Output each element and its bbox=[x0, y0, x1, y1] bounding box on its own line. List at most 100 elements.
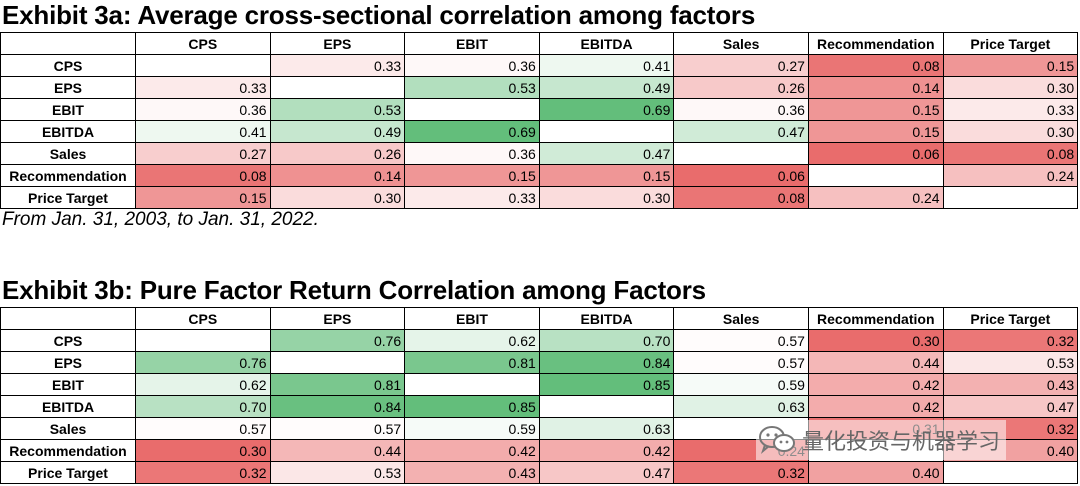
correlation-cell: 0.24 bbox=[942, 164, 1079, 187]
diagonal-cell bbox=[538, 395, 675, 418]
correlation-cell: 0.81 bbox=[404, 351, 540, 374]
correlation-cell: 0.08 bbox=[807, 54, 944, 77]
correlation-cell: 0.62 bbox=[404, 329, 540, 352]
correlation-cell: 0.08 bbox=[135, 164, 271, 187]
watermark-text: 量化投资与机器学习 bbox=[802, 430, 1001, 455]
correlation-cell: 0.70 bbox=[135, 395, 271, 418]
correlation-cell: 0.27 bbox=[135, 142, 271, 165]
correlation-cell: 0.30 bbox=[135, 439, 271, 462]
correlation-cell: 0.63 bbox=[673, 395, 809, 418]
corner-cell bbox=[0, 32, 136, 55]
correlation-cell: 0.26 bbox=[269, 142, 406, 165]
correlation-cell: 0.85 bbox=[538, 373, 675, 396]
correlation-cell: 0.63 bbox=[538, 417, 675, 440]
column-header: Sales bbox=[673, 307, 809, 330]
correlation-cell: 0.53 bbox=[269, 461, 406, 484]
correlation-cell: 0.32 bbox=[135, 461, 271, 484]
correlation-cell: 0.70 bbox=[538, 329, 675, 352]
correlation-cell: 0.32 bbox=[942, 329, 1079, 352]
correlation-cell: 0.24 bbox=[807, 186, 944, 209]
correlation-cell: 0.15 bbox=[135, 186, 271, 209]
table-row: EBITDA 0.41 0.49 0.69 0.47 0.15 0.30 bbox=[0, 120, 1079, 143]
table-row: EBIT 0.36 0.53 0.69 0.36 0.15 0.33 bbox=[0, 98, 1079, 121]
correlation-cell: 0.57 bbox=[269, 417, 406, 440]
correlation-cell: 0.36 bbox=[404, 54, 540, 77]
corner-cell bbox=[0, 307, 136, 330]
correlation-table-3b: CPS EPS EBIT EBITDA Sales Recommendation Price… bbox=[0, 307, 1079, 484]
diagonal-cell bbox=[807, 164, 944, 187]
column-header: CPS bbox=[135, 307, 271, 330]
column-header: CPS bbox=[135, 32, 271, 55]
row-header: EBITDA bbox=[0, 395, 136, 418]
correlation-cell: 0.43 bbox=[404, 461, 540, 484]
correlation-cell: 0.36 bbox=[404, 142, 540, 165]
correlation-cell: 0.30 bbox=[942, 76, 1079, 99]
correlation-cell: 0.33 bbox=[269, 54, 406, 77]
correlation-cell: 0.42 bbox=[807, 373, 944, 396]
correlation-cell: 0.57 bbox=[135, 417, 271, 440]
correlation-cell: 0.49 bbox=[269, 120, 406, 143]
row-header: EBITDA bbox=[0, 120, 136, 143]
table-row: Price Target 0.32 0.53 0.43 0.47 0.32 0.40 bbox=[0, 461, 1079, 484]
correlation-cell: 0.47 bbox=[673, 120, 809, 143]
correlation-cell: 0.40 bbox=[807, 461, 944, 484]
correlation-cell: 0.59 bbox=[404, 417, 540, 440]
correlation-cell: 0.06 bbox=[807, 142, 944, 165]
correlation-cell: 0.43 bbox=[942, 373, 1079, 396]
correlation-cell: 0.32 bbox=[673, 461, 809, 484]
row-header: CPS bbox=[0, 329, 136, 352]
correlation-cell: 0.84 bbox=[538, 351, 675, 374]
diagonal-cell bbox=[269, 76, 406, 99]
column-header: EBITDA bbox=[538, 307, 675, 330]
correlation-cell: 0.26 bbox=[673, 76, 809, 99]
correlation-cell: 0.30 bbox=[538, 186, 675, 209]
correlation-cell: 0.85 bbox=[404, 395, 540, 418]
correlation-cell: 0.33 bbox=[404, 186, 540, 209]
watermark: 量化投资与机器学习 bbox=[756, 420, 1007, 460]
correlation-cell: 0.15 bbox=[807, 98, 944, 121]
correlation-cell: 0.42 bbox=[538, 439, 675, 462]
row-header: Price Target bbox=[0, 461, 136, 484]
correlation-cell: 0.42 bbox=[807, 395, 944, 418]
correlation-cell: 0.08 bbox=[673, 186, 809, 209]
row-header: EPS bbox=[0, 351, 136, 374]
correlation-cell: 0.33 bbox=[135, 76, 271, 99]
table-row: Price Target 0.15 0.30 0.33 0.30 0.08 0.24 bbox=[0, 186, 1079, 209]
diagonal-cell bbox=[942, 461, 1079, 484]
diagonal-cell bbox=[673, 142, 809, 165]
diagonal-cell bbox=[942, 186, 1079, 209]
correlation-cell: 0.47 bbox=[538, 461, 675, 484]
correlation-cell: 0.69 bbox=[538, 98, 675, 121]
column-header: Price Target bbox=[942, 32, 1079, 55]
correlation-cell: 0.41 bbox=[135, 120, 271, 143]
column-header: EPS bbox=[269, 307, 406, 330]
correlation-cell: 0.30 bbox=[942, 120, 1079, 143]
diagonal-cell bbox=[404, 98, 540, 121]
correlation-cell: 0.47 bbox=[538, 142, 675, 165]
correlation-cell: 0.06 bbox=[673, 164, 809, 187]
table-row: EBITDA 0.70 0.84 0.85 0.63 0.42 0.47 bbox=[0, 395, 1079, 418]
table-row: EPS 0.76 0.81 0.84 0.57 0.44 0.53 bbox=[0, 351, 1079, 374]
row-header: CPS bbox=[0, 54, 136, 77]
diagonal-cell bbox=[135, 329, 271, 352]
row-header: Recommendation bbox=[0, 439, 136, 462]
correlation-table-3a: CPS EPS EBIT EBITDA Sales Recommendation Price… bbox=[0, 32, 1079, 209]
correlation-cell: 0.59 bbox=[673, 373, 809, 396]
table-row: EBIT 0.62 0.81 0.85 0.59 0.42 0.43 bbox=[0, 373, 1079, 396]
correlation-cell: 0.53 bbox=[269, 98, 406, 121]
correlation-cell: 0.69 bbox=[404, 120, 540, 143]
correlation-cell: 0.81 bbox=[269, 373, 406, 396]
diagonal-cell bbox=[538, 120, 675, 143]
correlation-cell: 0.15 bbox=[404, 164, 540, 187]
diagonal-cell bbox=[404, 373, 540, 396]
row-header: Sales bbox=[0, 417, 136, 440]
exhibit-3b-title: Exhibit 3b: Pure Factor Return Correlati… bbox=[2, 275, 706, 305]
correlation-cell: 0.36 bbox=[135, 98, 271, 121]
diagonal-cell bbox=[269, 351, 406, 374]
correlation-cell: 0.44 bbox=[269, 439, 406, 462]
correlation-cell: 0.53 bbox=[404, 76, 540, 99]
wechat-icon bbox=[759, 426, 795, 455]
diagonal-cell bbox=[135, 54, 271, 77]
correlation-cell: 0.42 bbox=[404, 439, 540, 462]
column-header: EBIT bbox=[404, 307, 540, 330]
